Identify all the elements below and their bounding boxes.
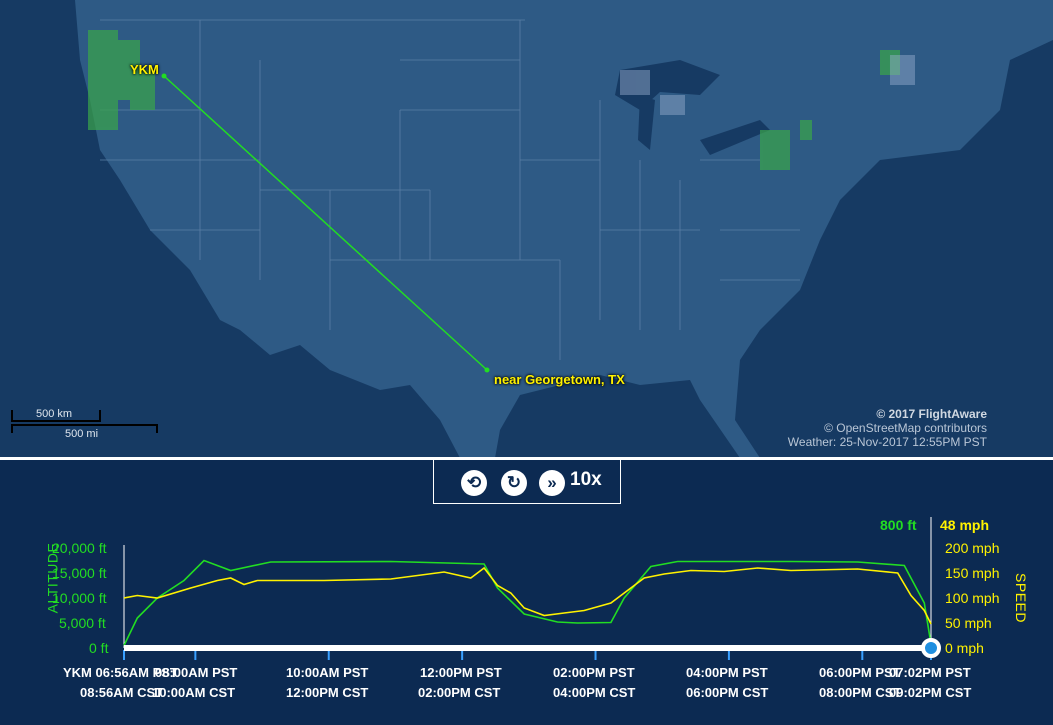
weather-radar xyxy=(88,30,900,170)
time-label-pst-2: 10:00AM PST xyxy=(286,665,369,680)
refresh-icon[interactable]: ↻ xyxy=(501,470,527,496)
timeline-bar xyxy=(124,645,931,651)
time-label-cst-1: 10:00AM CST xyxy=(152,685,236,700)
time-label-cst-0: 08:56AM CST xyxy=(80,685,164,700)
speed-tick-150: 150 mph xyxy=(945,565,1000,581)
state-borders xyxy=(100,19,800,360)
altitude-tick-5000: 5,000 ft xyxy=(59,615,106,631)
speed-axis-title: SPEED xyxy=(1012,573,1029,623)
current-speed: 48 mph xyxy=(940,517,990,533)
time-label-cst-5: 06:00PM CST xyxy=(686,685,769,700)
altitude-tick-10000: 10,000 ft xyxy=(52,590,107,606)
altitude-tick-20000: 20,000 ft xyxy=(52,540,107,556)
map-canvas[interactable] xyxy=(0,0,1053,458)
scale-mi: 500 mi xyxy=(65,428,99,440)
time-label-cst-3: 02:00PM CST xyxy=(418,685,501,700)
speed-tick-0: 0 mph xyxy=(945,640,984,656)
map-divider xyxy=(0,457,1053,460)
altitude-series-line xyxy=(123,559,932,646)
time-label-cst-4: 04:00PM CST xyxy=(553,685,636,700)
time-label-pst-4: 02:00PM PST xyxy=(553,665,635,680)
time-label-cst-2: 12:00PM CST xyxy=(286,685,369,700)
time-label-pst-1: 08:00AM PST xyxy=(155,665,238,680)
lake-erie xyxy=(700,120,770,155)
timeline-handle[interactable] xyxy=(921,638,941,658)
time-label-cst-6: 08:00PM CST xyxy=(819,685,902,700)
speed-tick-200: 200 mph xyxy=(945,540,1000,556)
playback-controls: ⟲ ↻ » 10x xyxy=(433,460,621,504)
altitude-axis-title: ALTITUDE xyxy=(44,542,61,614)
speed-series-line xyxy=(123,566,932,625)
altitude-tick-0: 0 ft xyxy=(89,640,109,656)
weather-radar-light xyxy=(620,55,915,115)
fast-forward-icon[interactable]: » xyxy=(539,470,565,496)
origin-marker[interactable] xyxy=(161,73,167,79)
credit-flightaware: © 2017 FlightAware xyxy=(876,407,987,421)
scale-km: 500 km xyxy=(36,408,73,420)
current-altitude: 800 ft xyxy=(880,517,917,533)
speed-tick-100: 100 mph xyxy=(945,590,1000,606)
destination-marker[interactable] xyxy=(484,367,490,373)
destination-label: near Georgetown, TX xyxy=(494,372,625,387)
flight-route xyxy=(163,75,488,371)
time-label-pst-5: 04:00PM PST xyxy=(686,665,768,680)
time-label-pst-3: 12:00PM PST xyxy=(420,665,502,680)
time-label-pst-0: YKM 06:56AM PST xyxy=(63,665,178,680)
credit-weather: Weather: 25-Nov-2017 12:55PM PST xyxy=(787,435,987,449)
speed-tick-50: 50 mph xyxy=(945,615,992,631)
time-label-cst-7: 09:02PM CST xyxy=(889,685,972,700)
map-credits: © 2017 FlightAware © OpenStreetMap contr… xyxy=(788,407,987,449)
altitude-tick-15000: 15,000 ft xyxy=(52,565,107,581)
credit-osm[interactable]: © OpenStreetMap contributors xyxy=(824,421,987,435)
speed-multiplier[interactable]: 10x xyxy=(570,469,602,490)
time-label-pst-6: 06:00PM PST xyxy=(819,665,901,680)
land-mass xyxy=(0,0,1053,458)
origin-label: YKM xyxy=(130,62,159,77)
replay-icon[interactable]: ⟲ xyxy=(461,470,487,496)
flight-map[interactable]: YKM near Georgetown, TX 500 km 500 mi © … xyxy=(0,0,1053,458)
map-scale: 500 km 500 mi xyxy=(10,408,170,444)
lake-michigan xyxy=(638,95,655,150)
time-label-pst-7: 07:02PM PST xyxy=(889,665,971,680)
